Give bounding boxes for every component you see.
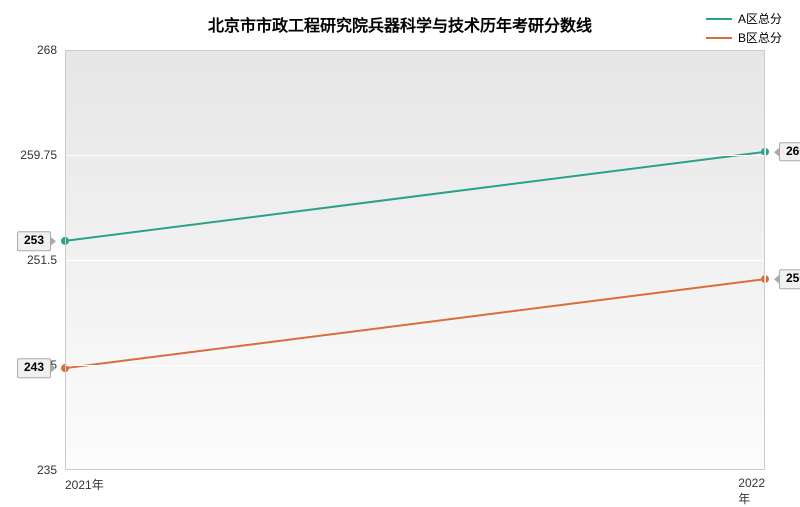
x-tick-label: 2021年 (65, 476, 104, 493)
chart-container: 北京市市政工程研究院兵器科学与技术历年考研分数线 A区总分 B区总分 23524… (0, 0, 800, 500)
plot-border (65, 50, 765, 51)
plot-border (65, 469, 765, 470)
y-tick-label: 259.75 (20, 148, 57, 162)
value-label: 260 (779, 142, 800, 162)
value-label: 250 (779, 269, 800, 289)
legend-label-a: A区总分 (738, 10, 782, 27)
grid-line (65, 260, 765, 261)
x-tick-label: 2022年 (738, 476, 765, 507)
legend-swatch-a (706, 18, 732, 20)
chart-title: 北京市市政工程研究院兵器科学与技术历年考研分数线 (208, 12, 592, 36)
grid-line-vertical (765, 50, 766, 470)
y-tick-label: 251.5 (27, 253, 57, 267)
legend: A区总分 B区总分 (706, 10, 782, 48)
grid-line (65, 155, 765, 156)
legend-item-a: A区总分 (706, 10, 782, 27)
legend-swatch-b (706, 37, 732, 39)
value-label: 253 (17, 231, 51, 251)
legend-item-b: B区总分 (706, 29, 782, 46)
y-tick-label: 268 (37, 43, 57, 57)
y-tick-label: 235 (37, 463, 57, 477)
legend-label-b: B区总分 (738, 29, 782, 46)
series-line-0 (65, 152, 765, 241)
plot-border (65, 50, 66, 470)
grid-line (65, 365, 765, 366)
series-line-1 (65, 279, 765, 368)
plot-area: 235243.25251.5259.752682021年2022年2532602… (65, 50, 765, 470)
plot-border (764, 50, 765, 470)
value-label: 243 (17, 358, 51, 378)
grid-line (65, 470, 765, 471)
